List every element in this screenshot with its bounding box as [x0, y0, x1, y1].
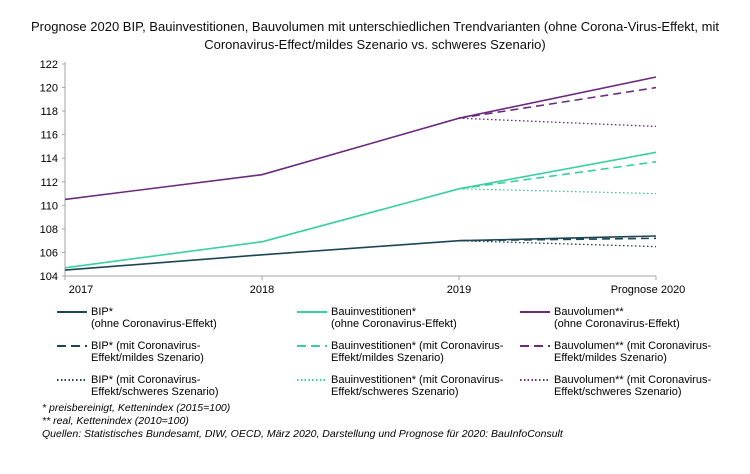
series-line-bip-mit-coronavirus-effekt-schweres-szenario	[458, 240, 657, 248]
y-tick-label: 104	[40, 271, 58, 283]
footnote-real: ** real, Kettenindex (2010=100)	[42, 414, 189, 427]
line-sample-dashed-icon	[57, 345, 87, 348]
y-tick-label: 110	[40, 200, 58, 212]
series-line-bauinvestitionen-ohne-coronavirus-effekt	[64, 151, 657, 269]
legend-label: Bauvolumen** (mit Coronavirus-	[554, 340, 712, 353]
legend-item-bauvolumen-ohne: Bauvolumen** (ohne Coronavirus-Effekt)	[520, 306, 737, 330]
chart-footnotes: * preisbereinigt, Kettenindex (2015=100)…	[42, 402, 730, 440]
y-tick-label: 112	[40, 177, 58, 189]
legend-item-bauinvestitionen-mild: Bauinvestitionen* (mit Coronavirus- Effek…	[297, 340, 520, 364]
legend-item-bip-schwer: BIP* (mit Coronavirus- Effekt/schweres Sz…	[57, 374, 297, 398]
chart-legend: BIP* (ohne Coronavirus-Effekt) Bauinvesti…	[57, 306, 737, 399]
legend-item-bauinvestitionen-schwer: Bauinvestitionen* (mit Coronavirus- Effek…	[297, 374, 520, 398]
x-tick-label: 2018	[250, 284, 274, 296]
series-line-bauvolumen-mit-coronavirus-effekt-mildes-szenario	[458, 86, 657, 119]
chart-plot-area: 122 120 118 116 114 112 110 108 106 104 2017 2018 20…	[40, 59, 686, 296]
line-sample-dashed-icon	[520, 345, 550, 348]
legend-label: Bauinvestitionen* (mit Coronavirus-	[331, 374, 504, 387]
source-line: Quellen: Statistisches Bundesamt, DIW, O…	[42, 427, 563, 440]
x-tick-label: Prognose 2020	[611, 284, 686, 296]
y-tick-label: 108	[40, 224, 58, 236]
line-sample-solid-icon	[297, 311, 327, 313]
footnote-preisbereinigt: * preisbereinigt, Kettenindex (2015=100)	[42, 402, 231, 414]
y-tick-label: 116	[40, 130, 58, 142]
series-line-bip-mit-coronavirus-effekt-mildes-szenario	[458, 237, 657, 242]
legend-label: Bauinvestitionen* (mit Coronavirus-	[331, 340, 504, 353]
series-line-bauvolumen-ohne-coronavirus-effekt	[64, 76, 657, 201]
legend-label: BIP* (mit Coronavirus-	[91, 340, 201, 353]
series-line-bip-ohne-coronavirus-effekt	[64, 235, 657, 271]
line-sample-dotted-icon	[520, 379, 550, 382]
y-tick-label: 120	[40, 83, 58, 95]
legend-item-bauinvestitionen-ohne: Bauinvestitionen* (ohne Coronavirus-Effek…	[297, 306, 520, 330]
series-line-bauinvestitionen-mit-coronavirus-effekt-schweres-szenario	[458, 188, 657, 195]
legend-item-bip-ohne: BIP* (ohne Coronavirus-Effekt)	[57, 306, 297, 330]
legend-label: BIP*	[91, 306, 114, 318]
line-sample-dotted-icon	[297, 379, 327, 382]
chart-title: Prognose 2020 BIP, Bauinvestitionen, Bau…	[31, 19, 719, 53]
x-tick-label: 2019	[447, 284, 471, 296]
y-tick-label: 122	[40, 59, 58, 71]
x-tick-label: 2017	[69, 284, 93, 296]
series-line-bauinvestitionen-mit-coronavirus-effekt-mildes-szenario	[458, 161, 657, 190]
legend-label: Bauvolumen**	[554, 306, 624, 318]
series-line-bauvolumen-mit-coronavirus-effekt-schweres-szenario	[458, 117, 657, 128]
legend-label: Bauinvestitionen*	[331, 306, 417, 318]
line-sample-dotted-icon	[57, 379, 87, 382]
legend-label: Bauvolumen** (mit Coronavirus-	[554, 374, 712, 387]
line-sample-solid-icon	[57, 311, 87, 313]
legend-label: BIP* (mit Coronavirus-	[91, 374, 201, 387]
line-sample-solid-icon	[520, 311, 550, 313]
y-tick-label: 114	[40, 153, 58, 165]
line-sample-dashed-icon	[297, 345, 327, 348]
legend-item-bauvolumen-mild: Bauvolumen** (mit Coronavirus- Effekt/mil…	[520, 340, 737, 364]
y-tick-label: 118	[40, 106, 58, 118]
legend-item-bauvolumen-schwer: Bauvolumen** (mit Coronavirus- Effekt/sch…	[520, 374, 737, 398]
y-tick-label: 106	[40, 247, 58, 259]
legend-item-bip-mild: BIP* (mit Coronavirus- Effekt/mildes Szen…	[57, 340, 297, 364]
